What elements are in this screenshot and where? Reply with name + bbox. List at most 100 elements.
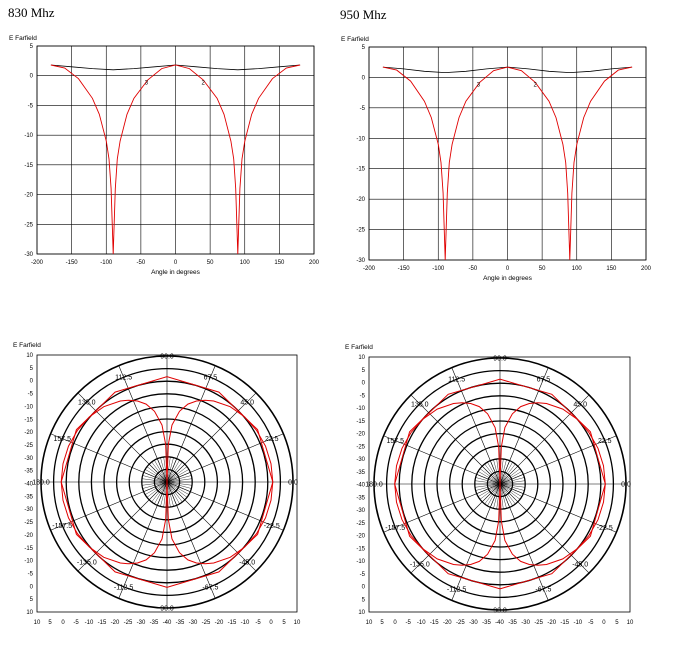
x-tick-label: 10 (294, 620, 301, 626)
y-tick-label: 0 (362, 75, 366, 81)
polar-inner-spoke (499, 483, 507, 509)
polar-inner-spoke (499, 474, 524, 485)
y-tick-label: -10 (356, 559, 365, 565)
polar-inner-spoke (160, 457, 168, 483)
x-tick-label: -10 (241, 620, 250, 626)
y-tick-label: -25 (24, 443, 33, 449)
y-tick-label: 10 (26, 353, 33, 359)
angle-label: -135.0 (410, 562, 430, 569)
angle-label: 45.0 (240, 399, 254, 406)
x-tick-label: -25 (202, 620, 211, 626)
y-tick-label: 10 (358, 610, 365, 616)
polar-inner-spoke (166, 460, 180, 483)
y-tick-label: -40 (356, 483, 365, 489)
polar-inner-spoke (154, 460, 168, 483)
y-tick-label: 0 (362, 585, 366, 591)
polar-inner-spoke (166, 481, 192, 489)
polar-inner-spoke (476, 483, 501, 494)
x-tick-label: -30 (469, 620, 478, 626)
y-tick-label: -10 (24, 133, 33, 139)
x-tick-label: 150 (606, 266, 617, 272)
polar-inner-spoke (487, 462, 501, 485)
angle-label: 90.0 (160, 354, 174, 361)
y-tick-label: -20 (24, 193, 33, 199)
y-tick-label: -20 (356, 432, 365, 438)
y-tick-label: -25 (356, 228, 365, 234)
y-tick-label: 10 (26, 610, 33, 616)
x-tick-label: -100 (100, 260, 113, 266)
angle-label: -112.5 (114, 584, 133, 591)
plot-frame (36, 45, 315, 255)
y-tick-label: -20 (24, 533, 33, 539)
y-tick-label: -5 (28, 103, 34, 109)
polar-inner-spoke (166, 466, 188, 483)
polar-inner-spoke (476, 474, 501, 485)
polar-series-1 (60, 399, 274, 565)
heading-830: 830 Mhz (8, 5, 55, 20)
y-tick-label: -30 (24, 507, 33, 513)
y-tick-label: 10 (358, 355, 365, 361)
x-tick-label: -200 (31, 260, 44, 266)
x-tick-label: 5 (615, 620, 619, 626)
angle-label: 180.0 (365, 482, 383, 489)
polar-inner-spoke (479, 468, 501, 485)
line-chart-1: -200 -150 -100 -50 0 50 100 150 20050-5-10-15-20… (341, 36, 652, 282)
y-tick-label: -35 (356, 495, 365, 501)
y-tick-label: -5 (28, 392, 34, 398)
y-tick-label: -10 (356, 406, 365, 412)
x-tick-label: 50 (539, 266, 546, 272)
polar-inner-spoke (499, 483, 524, 494)
y-tick-label: -15 (24, 546, 33, 552)
polar-series-1 (394, 402, 606, 566)
x-tick-label: -25 (456, 620, 465, 626)
polar-chart-0: E Farfield 10 5 0 -5 -10 -15 -20 -25 -30 -35 -40 -35… (13, 342, 301, 626)
x-tick-label: 150 (274, 260, 285, 266)
angle-label: 45.0 (573, 401, 587, 408)
polar-inner-spoke (166, 481, 174, 507)
x-tick-label: -30 (189, 620, 198, 626)
y-axis-label: E Farfield (9, 35, 37, 42)
y-axis-label: E Farfield (13, 342, 41, 349)
plot-frame (36, 354, 298, 613)
polar-inner-spoke (166, 481, 185, 500)
y-tick-label: -15 (356, 167, 365, 173)
x-axis-label: Angle in degrees (151, 269, 201, 276)
polar-inner-spoke (166, 481, 191, 492)
x-tick-label: 5 (48, 620, 52, 626)
polar-inner-spoke (493, 483, 501, 509)
x-tick-label: -150 (66, 260, 79, 266)
polar-inner-spoke (166, 472, 191, 483)
polar-inner-spoke (166, 481, 180, 504)
series-line-1 (50, 64, 301, 255)
polar-inner-spoke (499, 483, 521, 500)
y-tick-label: -40 (24, 482, 33, 488)
x-tick-label: -20 (215, 620, 224, 626)
polar-inner-spoke (166, 481, 183, 503)
x-tick-label: 200 (309, 260, 320, 266)
y-tick-label: 0 (362, 381, 366, 387)
curve-marker-label: 2 (534, 83, 538, 89)
polar-inner-spoke (499, 468, 521, 485)
polar-inner-spoke (499, 483, 513, 506)
polar-inner-spoke (475, 483, 501, 491)
x-tick-label: -20 (547, 620, 556, 626)
angle-label: 0.0 (621, 482, 631, 489)
polar-inner-spoke (166, 464, 185, 483)
polar-inner-spoke (499, 480, 526, 485)
y-axis-label: E Farfield (341, 36, 369, 43)
x-tick-label: -15 (430, 620, 439, 626)
plot-frame (368, 356, 631, 613)
x-tick-label: 0 (602, 620, 606, 626)
polar-inner-spoke (499, 460, 510, 485)
x-tick-label: 200 (641, 266, 652, 272)
series-line-1 (382, 66, 633, 261)
polar-inner-spoke (157, 458, 168, 483)
angle-label: -67.5 (202, 584, 218, 591)
polar-inner-spoke (166, 475, 192, 483)
angle-label: 112.5 (115, 375, 132, 382)
polar-inner-spoke (478, 471, 501, 485)
y-tick-label: -30 (356, 508, 365, 514)
angle-label: 135.0 (78, 399, 96, 406)
polar-inner-spoke (160, 481, 168, 507)
